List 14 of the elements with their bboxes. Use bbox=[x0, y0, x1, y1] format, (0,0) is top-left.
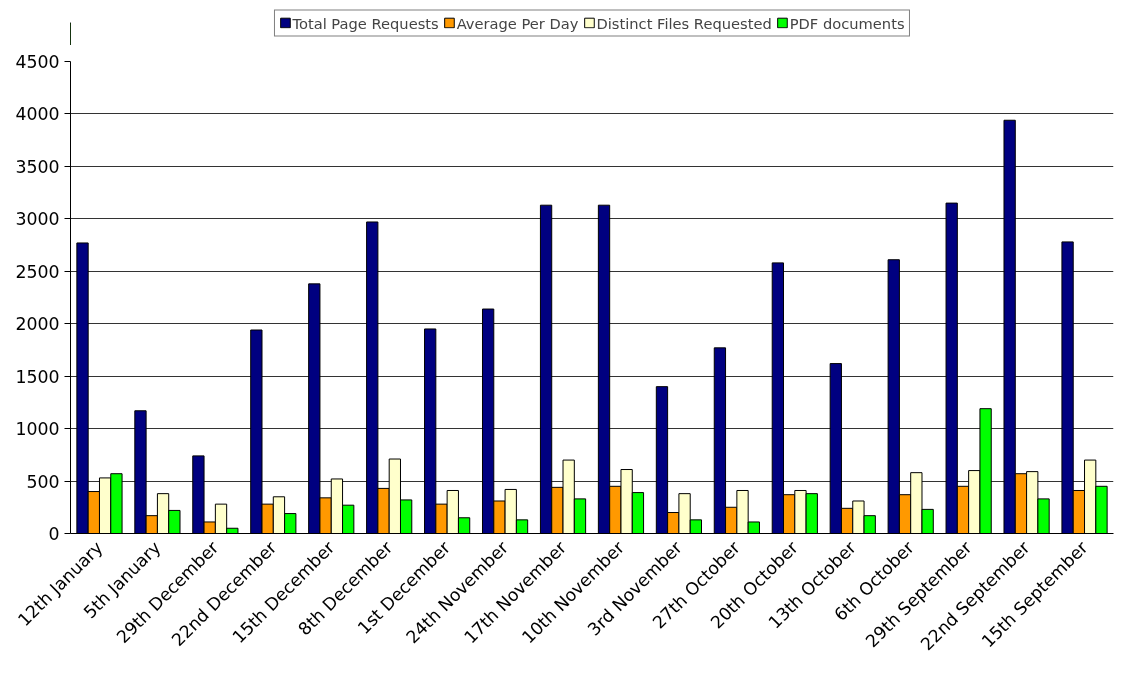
y-tick-label: 2000 bbox=[15, 314, 60, 335]
y-tick-label: 0 bbox=[48, 524, 60, 544]
y-tick-label: 4000 bbox=[15, 104, 60, 125]
y-tick-label: 4500 bbox=[15, 52, 60, 72]
y-tick-label: 3500 bbox=[15, 156, 60, 177]
y-tick-label: 1500 bbox=[15, 366, 60, 387]
y-tick-label: 2500 bbox=[15, 261, 60, 282]
y-tick-label: 1000 bbox=[15, 419, 60, 440]
legend-label: Distinct Files Requested bbox=[596, 14, 772, 31]
legend-label: PDF documents bbox=[789, 14, 905, 31]
legend-label: Total Page Requests bbox=[292, 14, 439, 31]
y-tick-label: 3000 bbox=[15, 209, 60, 230]
legend-label: Average Per Day bbox=[456, 14, 579, 31]
y-tick-label: 500 bbox=[26, 471, 60, 492]
